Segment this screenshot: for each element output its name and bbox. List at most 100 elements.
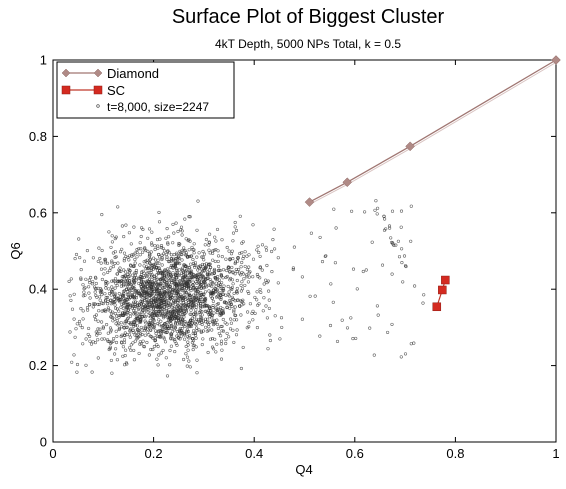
cluster-point [167,305,171,310]
cluster-point [149,270,153,274]
cluster-point [193,321,197,325]
cluster-point [173,259,177,263]
cluster-point [174,341,178,345]
cluster-point [157,210,161,214]
cluster-point [140,291,144,295]
cluster-point [216,302,220,306]
cluster-point [153,247,157,252]
cluster-point [192,299,196,303]
cluster-point [183,333,187,337]
cluster-point [226,293,230,297]
cluster-point [176,261,180,265]
cluster-point [241,345,245,349]
cluster-point [198,277,202,281]
cluster-point [324,254,328,258]
cluster-point [220,238,224,242]
cluster-point [198,309,202,313]
cluster-point [246,289,250,293]
cluster-point [206,350,210,355]
cluster-point [132,309,136,313]
cluster-point [180,266,184,270]
cluster-point [180,330,185,335]
cluster-point [157,318,161,322]
cluster-point [255,290,259,294]
cluster-point [109,358,113,362]
cluster-point [236,256,240,260]
cluster-point [113,277,118,281]
cluster-point [134,278,139,282]
cluster-point [124,270,128,274]
cluster-point [161,323,165,328]
cluster-point [166,269,170,273]
cluster-point [149,347,153,352]
cluster-point [162,335,166,339]
cluster-point [210,284,214,288]
cluster-point [163,340,168,344]
cluster-point [173,285,177,289]
cluster-point [243,264,247,268]
cluster-point [157,220,162,224]
cluster-point [113,261,117,266]
cluster-point [201,319,206,323]
cluster-point [143,285,147,290]
cluster-point [264,304,268,308]
diamond-series-line [309,59,557,203]
cluster-point [123,300,127,304]
cluster-point [133,296,137,300]
cluster-point [101,325,105,329]
cluster-point [214,248,218,252]
cluster-point [176,335,180,340]
cluster-point [175,251,179,255]
cluster-point [194,319,198,323]
cluster-point [180,258,184,262]
diamond-point [551,55,561,65]
cluster-point [264,278,268,282]
cluster-point [198,264,202,268]
diamond-series-line-shadow [310,61,558,205]
cluster-point [171,222,175,226]
cluster-point [186,323,190,328]
cluster-point [209,309,213,313]
cluster-point [189,262,193,266]
cluster-point [147,314,151,318]
cluster-point [364,268,368,272]
cluster-point [132,264,136,268]
cluster-point [148,281,152,285]
cluster-point [219,286,223,290]
cluster-point [219,357,224,361]
cluster-point [267,306,271,310]
cluster-point [390,240,394,244]
cluster-point [150,312,154,316]
cluster-point [128,346,132,350]
cluster-point [235,278,239,283]
cluster-point [122,338,127,342]
cluster-point [392,243,396,247]
cluster-point [228,257,232,261]
cluster-point [197,319,201,323]
cluster-point [169,344,173,348]
cluster-point [120,293,125,297]
cluster-point [188,312,192,316]
legend-sc-label: SC [107,83,125,98]
cluster-point [220,329,224,333]
cluster-point [184,265,188,269]
cluster-point [178,282,182,287]
cluster-point [75,322,79,326]
cluster-point [140,298,144,302]
cluster-point [198,321,202,325]
cluster-point [130,273,135,277]
cluster-point [147,270,151,275]
cluster-point [182,357,186,362]
cluster-point [157,293,161,297]
chart-title: Surface Plot of Biggest Cluster [172,6,445,28]
cluster-point [150,285,154,290]
cluster-point [396,239,400,243]
cluster-point [176,304,180,308]
cluster-point [133,271,137,275]
cluster-point [131,330,135,334]
cluster-point [376,313,380,317]
cluster-point [206,317,210,321]
cluster-point [111,319,115,323]
cluster-point [164,252,169,257]
cluster-point [225,331,229,335]
